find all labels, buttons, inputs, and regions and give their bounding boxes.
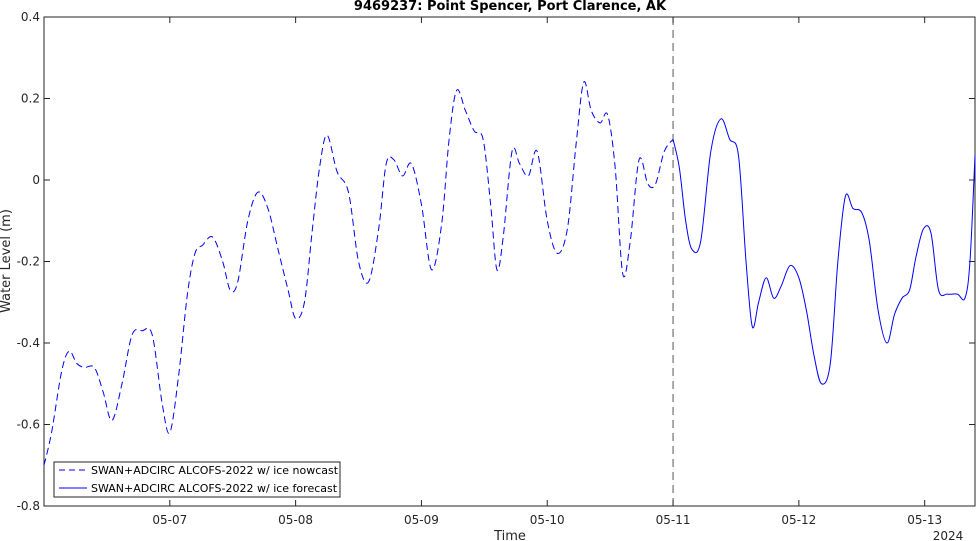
x-year-label: 2024 xyxy=(933,529,964,541)
legend: SWAN+ADCIRC ALCOFS-2022 w/ ice nowcast S… xyxy=(53,461,341,498)
y-axis-label: Water Level (m) xyxy=(0,209,14,313)
x-tick-label: 05-09 xyxy=(404,513,439,527)
plot-axes xyxy=(43,16,976,507)
x-axis-label: Time xyxy=(493,529,526,541)
x-tick-label: 05-13 xyxy=(907,513,942,527)
x-tick-label: 05-10 xyxy=(530,513,565,527)
y-tick-label: 0.4 xyxy=(21,10,40,24)
y-tick-label: -0.2 xyxy=(17,255,40,269)
x-tick-label: 05-11 xyxy=(656,513,691,527)
legend-box xyxy=(53,461,341,498)
legend-label-forecast: SWAN+ADCIRC ALCOFS-2022 w/ ice forecast xyxy=(91,482,338,495)
y-tick-label: 0 xyxy=(32,173,40,187)
y-tick-labels: -0.8 -0.6 -0.4 -0.2 0 0.2 0.4 xyxy=(17,10,40,513)
y-tick-label: 0.2 xyxy=(21,92,40,106)
series-line-forecast xyxy=(672,118,976,385)
x-tick-labels: 05-07 05-08 05-09 05-10 05-11 05-12 05-13 xyxy=(152,513,942,527)
x-tick-label: 05-07 xyxy=(152,513,187,527)
y-tick-label: -0.4 xyxy=(17,336,40,350)
y-tick-label: -0.6 xyxy=(17,418,40,432)
y-tick-label: -0.8 xyxy=(17,499,40,513)
x-tick-label: 05-12 xyxy=(781,513,816,527)
legend-label-nowcast: SWAN+ADCIRC ALCOFS-2022 w/ ice nowcast xyxy=(91,464,339,477)
series-lines xyxy=(43,81,976,466)
chart-title: 9469237: Point Spencer, Port Clarence, A… xyxy=(354,0,667,14)
series-line-nowcast xyxy=(43,81,674,466)
x-tick-label: 05-08 xyxy=(278,513,313,527)
